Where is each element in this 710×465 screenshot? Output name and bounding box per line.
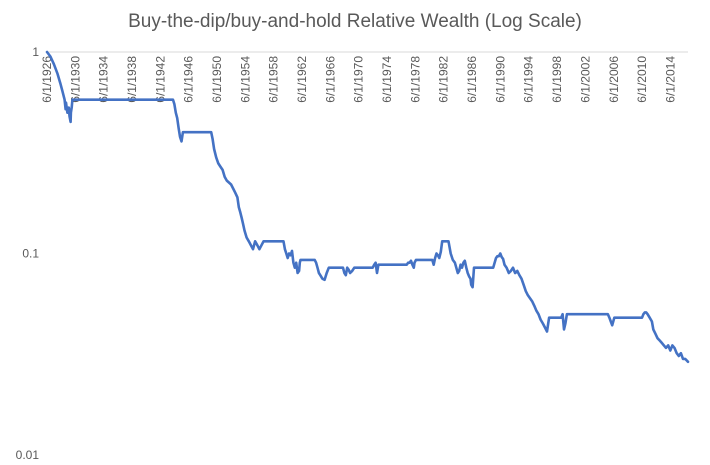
x-tick-label: 6/1/1942 <box>153 56 167 103</box>
series-line-relative-wealth <box>45 50 690 364</box>
x-tick-label: 6/1/1998 <box>550 56 564 103</box>
x-tick-label: 6/1/1934 <box>97 56 111 103</box>
x-tick-label: 6/1/1978 <box>408 56 422 103</box>
x-tick-label: 6/1/1926 <box>40 56 54 103</box>
chart-title: Buy-the-dip/buy-and-hold Relative Wealth… <box>128 11 582 32</box>
x-tick-label: 6/1/2014 <box>663 56 677 103</box>
x-tick-label: 6/1/1930 <box>68 56 82 103</box>
y-tick-label: 0.1 <box>22 247 39 261</box>
x-tick-label: 6/1/1994 <box>522 56 536 103</box>
x-tick-label: 6/1/2006 <box>607 56 621 103</box>
x-tick-label: 6/1/1950 <box>210 56 224 103</box>
x-tick-label: 6/1/2010 <box>635 56 649 103</box>
x-tick-label: 6/1/1938 <box>125 56 139 103</box>
x-tick-labels: 6/1/1926 6/1/1930 6/1/1934 6/1/1938 6/1/1942… <box>40 56 677 103</box>
x-tick-label: 6/1/1990 <box>493 56 507 103</box>
x-tick-label: 6/1/1954 <box>238 56 252 103</box>
x-tick-label: 6/1/1958 <box>267 56 281 103</box>
x-tick-label: 6/1/1986 <box>465 56 479 103</box>
x-tick-label: 6/1/1962 <box>295 56 309 103</box>
x-tick-label: 6/1/1946 <box>182 56 196 103</box>
x-tick-label: 6/1/1970 <box>352 56 366 103</box>
y-tick-label: 0.01 <box>16 448 40 462</box>
y-tick-label: 1 <box>32 45 39 59</box>
y-tick-labels: 1 0.1 0.01 <box>16 45 40 462</box>
x-tick-label: 6/1/1982 <box>437 56 451 103</box>
x-tick-label: 6/1/1966 <box>323 56 337 103</box>
x-tick-label: 6/1/1974 <box>380 56 394 103</box>
x-tick-label: 6/1/2002 <box>578 56 592 103</box>
